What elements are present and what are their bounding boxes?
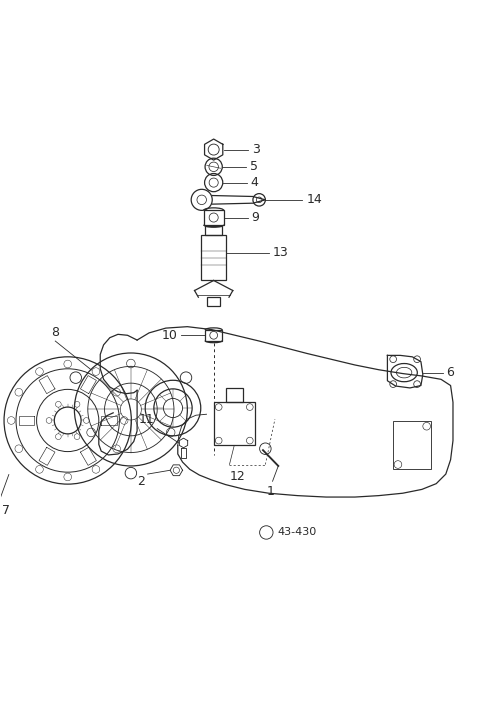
Text: 14: 14 xyxy=(307,194,323,206)
Text: 8: 8 xyxy=(51,325,59,339)
Text: 2: 2 xyxy=(137,475,145,488)
Text: 13: 13 xyxy=(273,247,289,259)
Text: 11: 11 xyxy=(139,414,155,426)
Text: 43-430: 43-430 xyxy=(277,528,317,537)
Text: 5: 5 xyxy=(250,160,258,173)
Text: 9: 9 xyxy=(252,211,259,224)
Text: 6: 6 xyxy=(446,366,454,379)
Text: 7: 7 xyxy=(2,505,11,517)
Text: 4: 4 xyxy=(251,176,258,189)
Text: 1: 1 xyxy=(266,485,274,498)
Text: 12: 12 xyxy=(229,470,245,483)
Text: 10: 10 xyxy=(161,329,177,341)
Text: 3: 3 xyxy=(252,143,260,156)
